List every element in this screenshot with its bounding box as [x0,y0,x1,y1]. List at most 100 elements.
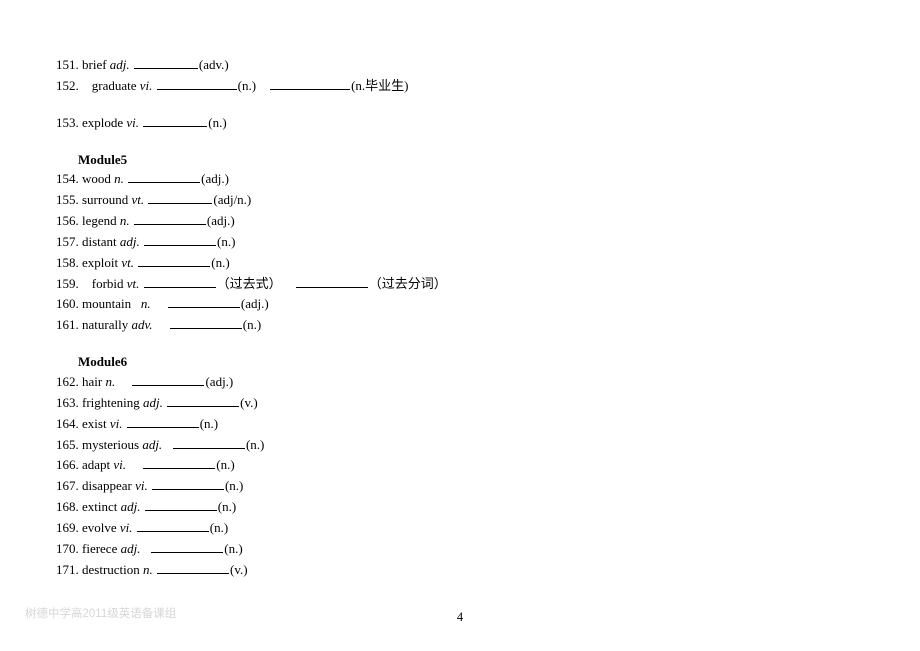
answer-blank[interactable] [157,77,237,90]
vocab-entry: 167. disappear vi. (n.) [56,477,880,496]
entry-number: 169. [56,520,79,535]
answer-blank[interactable] [173,436,245,449]
entry-number: 170. [56,541,79,556]
entry-number: 166. [56,457,79,472]
part-of-speech: vi. [135,478,148,493]
answer-blank[interactable] [132,373,204,386]
entry-word: explode [82,115,126,130]
answer-blank[interactable] [170,316,242,329]
entry-number: 161. [56,317,79,332]
answer-blank[interactable] [128,170,200,183]
footer-credit: 树德中学高2011级英语备课组 [25,605,176,621]
entry-number: 160. [56,296,79,311]
entry-word: mountain [82,296,141,311]
vocab-entry: 151. brief adj. (adv.) [56,56,880,75]
vocab-entry: 171. destruction n. (v.) [56,561,880,580]
blank-label: (n.) [238,78,256,93]
answer-blank[interactable] [168,295,240,308]
entry-word: fierece [82,541,121,556]
entry-word: adapt [82,457,113,472]
entry-word: surround [82,192,131,207]
entry-number: 158. [56,255,79,270]
answer-blank[interactable] [151,540,223,553]
entry-word: naturally [82,317,131,332]
entry-word: forbid [92,276,127,291]
vocab-entry: 168. extinct adj. (n.) [56,498,880,517]
part-of-speech: n. [141,296,151,311]
part-of-speech: adj. [142,437,162,452]
answer-blank[interactable] [137,519,209,532]
vocab-entry: 154. wood n. (adj.) [56,170,880,189]
part-of-speech: vi. [120,520,133,535]
entry-word: brief [82,57,110,72]
vocab-entry: 166. adapt vi. (n.) [56,456,880,475]
blank-label: (adj.) [207,213,235,228]
blank-label: (n.毕业生) [351,78,408,93]
vocab-entry: 162. hair n. (adj.) [56,373,880,392]
part-of-speech: vi. [140,78,153,93]
answer-blank[interactable] [148,191,212,204]
answer-blank[interactable] [167,394,239,407]
part-of-speech: n. [114,171,124,186]
vocab-entry: 160. mountain n. (adj.) [56,295,880,314]
entry-number: 157. [56,234,79,249]
entry-number: 151. [56,57,79,72]
entry-word: exploit [82,255,121,270]
blank-label: (n.) [210,520,228,535]
entry-number: 159. [56,276,79,291]
blank-label: (n.) [208,115,226,130]
entry-word: wood [82,171,114,186]
entry-number: 152. [56,78,79,93]
blank-label: (n.) [218,499,236,514]
answer-blank[interactable] [157,561,229,574]
part-of-speech: adj. [110,57,130,72]
answer-blank[interactable] [152,477,224,490]
part-of-speech: vi. [126,115,139,130]
blank-label: (adj.) [241,296,269,311]
entry-word: legend [82,213,120,228]
blank-label: (adv.) [199,57,229,72]
vocab-entry: 156. legend n. (adj.) [56,212,880,231]
answer-blank[interactable] [134,212,206,225]
answer-blank[interactable] [143,114,207,127]
blank-label: （过去式） [217,276,282,291]
answer-blank[interactable] [144,275,216,288]
vocab-entry: 155. surround vt. (adj/n.) [56,191,880,210]
module-heading: Module5 [78,151,880,170]
part-of-speech: vi. [113,457,126,472]
entry-word: hair [82,374,105,389]
blank-label: (n.) [224,541,242,556]
page-number: 4 [457,610,463,625]
answer-blank[interactable] [296,275,368,288]
part-of-speech: vt. [121,255,134,270]
answer-blank[interactable] [143,456,215,469]
part-of-speech: vt. [127,276,140,291]
vocab-entry: 153. explode vi. (n.) [56,114,880,133]
part-of-speech: adj. [121,499,141,514]
entry-number: 171. [56,562,79,577]
answer-blank[interactable] [145,498,217,511]
answer-blank[interactable] [138,254,210,267]
vocab-entry: 161. naturally adv. (n.) [56,316,880,335]
answer-blank[interactable] [127,415,199,428]
part-of-speech: vi. [110,416,123,431]
vocab-entry: 170. fierece adj. (n.) [56,540,880,559]
answer-blank[interactable] [134,56,198,69]
part-of-speech: adj. [120,234,140,249]
entry-number: 156. [56,213,79,228]
blank-label: (adj.) [201,171,229,186]
entry-number: 163. [56,395,79,410]
part-of-speech: n. [143,562,153,577]
answer-blank[interactable] [144,233,216,246]
entry-word: evolve [82,520,120,535]
vocab-entry: 152. graduate vi. (n.) (n.毕业生) [56,77,880,96]
part-of-speech: n. [120,213,130,228]
blank-label: (n.) [200,416,218,431]
entry-number: 153. [56,115,79,130]
part-of-speech: adv. [131,317,152,332]
answer-blank[interactable] [270,77,350,90]
entry-word: exist [82,416,110,431]
entry-number: 165. [56,437,79,452]
vocab-entry: 164. exist vi. (n.) [56,415,880,434]
blank-label: (n.) [216,457,234,472]
